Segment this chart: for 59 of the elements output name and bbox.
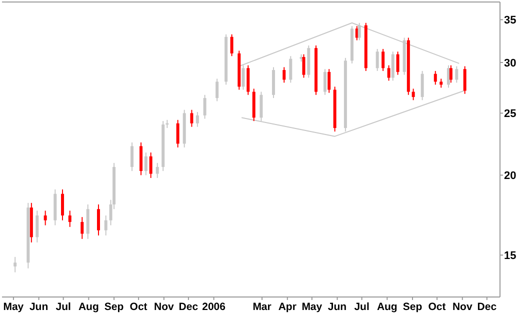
y-tick-label: 15 bbox=[504, 250, 516, 262]
candlestick bbox=[216, 78, 219, 102]
x-tick-label: Aug bbox=[376, 301, 398, 313]
x-tick-label: Sep bbox=[104, 301, 124, 313]
x-tick-label: May bbox=[3, 301, 24, 313]
y-tick-label: 35 bbox=[504, 14, 516, 27]
x-tick-label: Oct bbox=[428, 301, 446, 313]
candlestick bbox=[455, 66, 458, 84]
candlestick bbox=[176, 119, 180, 148]
candlestick bbox=[14, 256, 17, 273]
candlestick bbox=[130, 142, 134, 172]
candlestick bbox=[156, 162, 159, 178]
x-tick-label: Jun bbox=[29, 301, 48, 313]
candlestick bbox=[68, 210, 72, 228]
x-tick-label: Dec bbox=[477, 301, 497, 313]
candlestick bbox=[463, 66, 466, 94]
candlestick bbox=[434, 70, 437, 86]
candlestick bbox=[391, 51, 394, 82]
candlestick bbox=[302, 54, 306, 78]
x-tick-label: May bbox=[302, 301, 322, 313]
candlestick bbox=[80, 216, 84, 240]
candlestick bbox=[382, 48, 385, 72]
candlestick bbox=[328, 68, 331, 94]
candlestick bbox=[396, 51, 400, 76]
candlestick bbox=[36, 210, 39, 243]
y-tick-label: 30 bbox=[504, 57, 516, 70]
candlestick bbox=[289, 56, 292, 84]
x-tick-label: Nov bbox=[154, 301, 174, 313]
candlestick bbox=[104, 214, 108, 236]
x-tick-label: Nov bbox=[452, 301, 472, 313]
y-tick-label: 25 bbox=[504, 108, 516, 120]
x-tick-label: 2006 bbox=[202, 301, 226, 313]
x-tick-label: Jul bbox=[56, 301, 71, 313]
candlestick bbox=[144, 152, 148, 176]
candlestick bbox=[230, 34, 234, 57]
candlestick bbox=[412, 88, 415, 101]
x-tick-label: Mar bbox=[252, 301, 272, 313]
candlestick bbox=[61, 188, 64, 221]
candlestick bbox=[190, 109, 194, 128]
x-tick-label: Jul bbox=[354, 301, 370, 313]
candlestick bbox=[44, 210, 47, 226]
x-tick-label: Dec bbox=[178, 301, 198, 313]
x-tick-label: Jun bbox=[328, 301, 347, 313]
x-tick-label: Sep bbox=[402, 301, 422, 313]
candlestick bbox=[282, 66, 286, 84]
candlestick bbox=[324, 68, 327, 96]
candlestick bbox=[246, 64, 250, 96]
candlestick bbox=[420, 70, 424, 101]
candlestick bbox=[387, 64, 390, 82]
candlestick bbox=[203, 94, 206, 120]
x-tick-label: Oct bbox=[130, 301, 148, 313]
x-tick-label: Apr bbox=[278, 301, 296, 313]
candlestick bbox=[449, 64, 452, 84]
candlestick bbox=[96, 204, 100, 236]
candlestick bbox=[196, 112, 199, 128]
x-tick-label: Aug bbox=[78, 301, 99, 313]
candlestick bbox=[376, 48, 379, 72]
y-tick-label: 20 bbox=[504, 170, 516, 182]
candlestick bbox=[149, 152, 152, 178]
